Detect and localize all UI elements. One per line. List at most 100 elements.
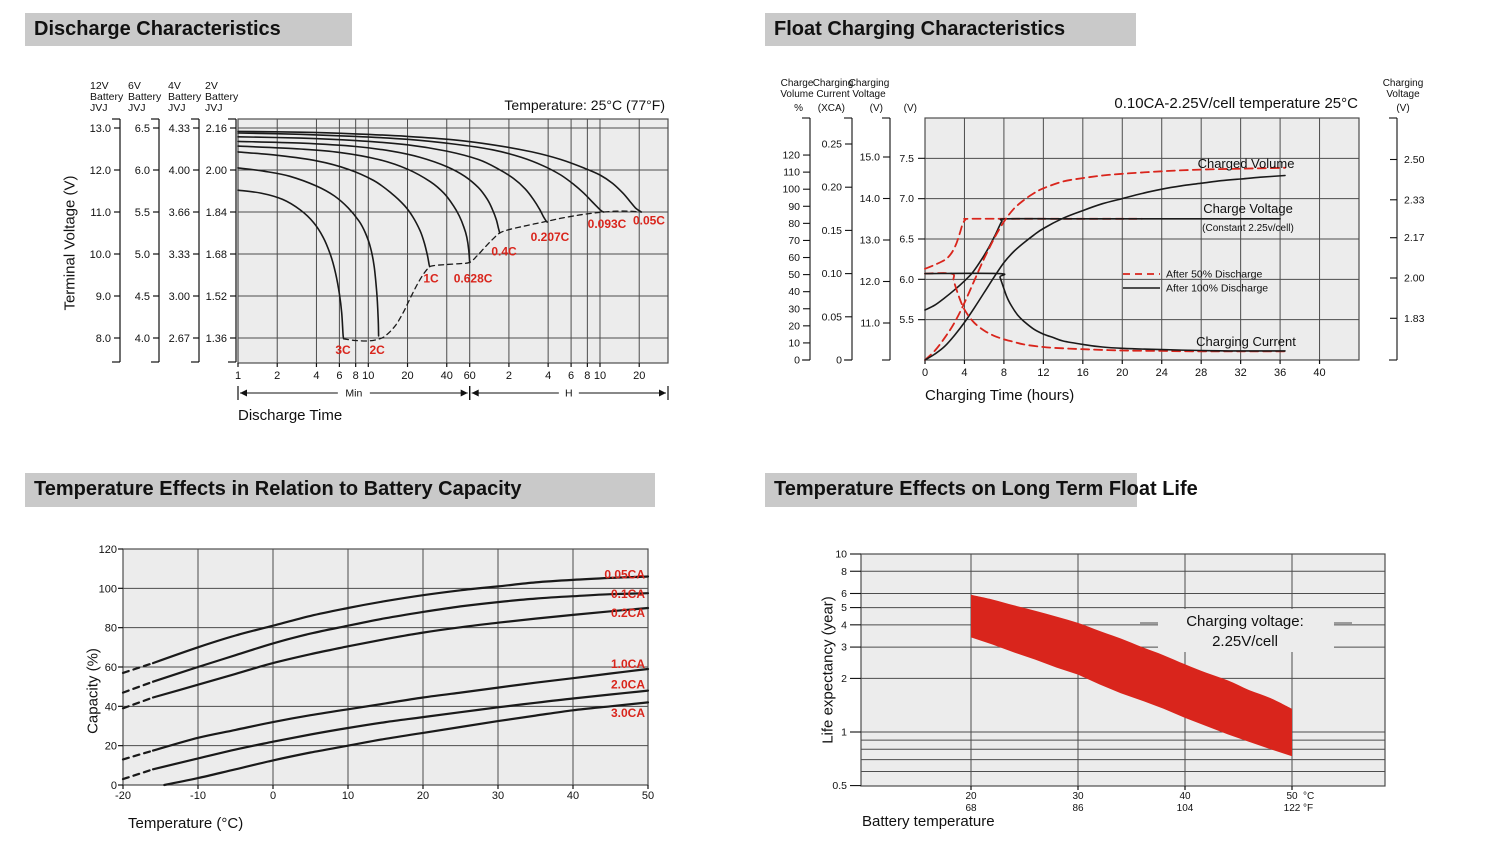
svg-text:2.0CA: 2.0CA	[611, 678, 645, 692]
svg-text:Battery: Battery	[90, 91, 124, 103]
svg-text:0.093C: 0.093C	[588, 217, 627, 231]
svg-text:70: 70	[788, 235, 800, 247]
svg-text:50: 50	[788, 269, 800, 281]
svg-text:2.16: 2.16	[206, 123, 227, 135]
discharge-chart	[237, 118, 669, 364]
svg-text:36: 36	[1274, 367, 1286, 379]
svg-text:Battery: Battery	[128, 91, 162, 103]
svg-text:2.67: 2.67	[169, 333, 190, 345]
discharge-x-axis-title: Discharge Time	[238, 407, 343, 424]
svg-text:8: 8	[353, 370, 359, 382]
svg-text:6: 6	[841, 588, 847, 600]
svg-text:10: 10	[835, 549, 847, 561]
svg-text:10: 10	[362, 370, 374, 382]
svg-text:0: 0	[922, 367, 928, 379]
capacity-x-axis-title: Temperature (°C)	[128, 815, 244, 832]
section-header-discharge: Discharge Characteristics	[25, 13, 352, 46]
svg-text:0.2CA: 0.2CA	[611, 606, 645, 620]
svg-text:0.10: 0.10	[822, 268, 843, 280]
svg-text:11.0: 11.0	[860, 318, 880, 330]
svg-text:Min: Min	[345, 388, 362, 400]
svg-text:2.17: 2.17	[1404, 232, 1425, 244]
svg-text:(V): (V)	[870, 103, 883, 114]
svg-text:0.1CA: 0.1CA	[611, 587, 645, 601]
svg-text:Charging: Charging	[1383, 78, 1424, 89]
svg-text:0: 0	[836, 355, 842, 367]
svg-text:120: 120	[782, 150, 800, 162]
svg-text:0: 0	[270, 790, 276, 802]
svg-text:4.0: 4.0	[135, 333, 150, 345]
discharge-range-arrows: Min H	[237, 386, 669, 400]
svg-text:0.05: 0.05	[822, 311, 843, 323]
svg-text:104: 104	[1177, 803, 1194, 814]
svg-text:1.0CA: 1.0CA	[611, 657, 645, 671]
float-plot-labels: Charged Volume Charge Voltage (Constant 2.…	[1196, 156, 1296, 349]
section-header-temp-float-life: Temperature Effects on Long Term Float L…	[765, 473, 1198, 507]
float-life-y-ticks: 10 8 6 5 4 3 2 1 0.5	[832, 549, 861, 792]
svg-text:0.10CA-2.25V/cell temperature: 0.10CA-2.25V/cell temperature 25°C	[1114, 95, 1358, 112]
discharge-curve-labels: 3C 2C 1C 0.628C 0.4C 0.207C 0.093C 0.05C	[335, 213, 665, 356]
svg-text:2.50: 2.50	[1404, 154, 1425, 166]
svg-text:After 50% Discharge: After 50% Discharge	[1166, 269, 1262, 281]
svg-text:6.0: 6.0	[899, 274, 914, 286]
svg-text:1: 1	[841, 727, 847, 739]
svg-text:Charge Voltage: Charge Voltage	[1203, 201, 1293, 216]
svg-text:°F: °F	[1303, 803, 1313, 814]
svg-text:0.25: 0.25	[822, 139, 843, 151]
svg-text:3.66: 3.66	[169, 207, 190, 219]
svg-text:20: 20	[105, 741, 117, 753]
svg-text:4: 4	[545, 370, 551, 382]
svg-text:After 100% Discharge: After 100% Discharge	[1166, 283, 1268, 295]
svg-text:40: 40	[567, 790, 579, 802]
float-inline-title: 0.10CA-2.25V/cell temperature 25°C	[1114, 95, 1358, 112]
svg-text:2: 2	[506, 370, 512, 382]
svg-text:-10: -10	[190, 790, 206, 802]
svg-text:(XCA): (XCA)	[818, 103, 845, 114]
float-legend: After 50% Discharge After 100% Discharge	[1123, 269, 1268, 295]
svg-text:1.52: 1.52	[206, 291, 227, 303]
svg-text:8: 8	[584, 370, 590, 382]
svg-text:0.05C: 0.05C	[633, 213, 665, 227]
svg-text:60: 60	[788, 252, 800, 264]
svg-text:6: 6	[568, 370, 574, 382]
capacity-curves	[121, 575, 650, 787]
section-header-float-charging: Float Charging Characteristics	[765, 13, 1136, 46]
svg-text:3C: 3C	[335, 343, 351, 357]
capacity-x-ticks: -20 -10 0 10 20 30 40 50	[115, 785, 654, 802]
svg-text:5.5: 5.5	[135, 207, 150, 219]
float-x-ticks: 0 4 8 12 16 20 24 28 32 36 40	[922, 360, 1326, 379]
svg-text:14.0: 14.0	[860, 193, 881, 205]
svg-text:40: 40	[441, 370, 453, 382]
svg-text:4: 4	[313, 370, 319, 382]
svg-text:13.0: 13.0	[860, 235, 881, 247]
svg-text:20: 20	[417, 790, 429, 802]
svg-text:12V: 12V	[90, 80, 109, 92]
svg-text:1.68: 1.68	[206, 249, 227, 261]
svg-text:20: 20	[788, 320, 800, 332]
svg-text:86: 86	[1072, 803, 1084, 814]
svg-text:120: 120	[99, 544, 117, 556]
svg-text:90: 90	[788, 201, 800, 213]
svg-text:16: 16	[1077, 367, 1089, 379]
svg-text:1C: 1C	[423, 271, 439, 285]
svg-text:50: 50	[1286, 791, 1298, 802]
svg-text:30: 30	[788, 303, 800, 315]
discharge-voltage-scales: 12VBatteryJVJ13.012.011.010.09.08.06VBat…	[90, 80, 239, 363]
svg-text:Voltage: Voltage	[852, 89, 886, 100]
svg-text:0.5: 0.5	[832, 780, 847, 792]
svg-text:4.00: 4.00	[169, 165, 190, 177]
svg-text:4.33: 4.33	[169, 123, 190, 135]
svg-text:0.207C: 0.207C	[531, 230, 570, 244]
svg-text:12.0: 12.0	[90, 165, 111, 177]
svg-text:6V: 6V	[128, 80, 141, 92]
svg-text:4: 4	[961, 367, 967, 379]
svg-text:30: 30	[1072, 791, 1084, 802]
svg-text:7.0: 7.0	[899, 193, 914, 205]
svg-text:2.00: 2.00	[206, 165, 227, 177]
float-life-band	[971, 594, 1292, 757]
svg-text:6.0: 6.0	[135, 165, 150, 177]
svg-text:-20: -20	[115, 790, 131, 802]
svg-text:12: 12	[1037, 367, 1049, 379]
